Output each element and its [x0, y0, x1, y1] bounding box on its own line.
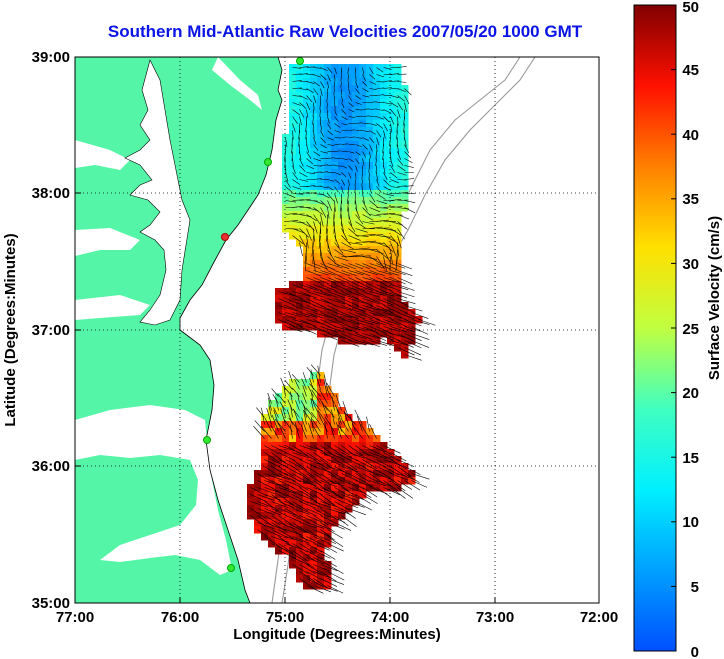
colorbar-tick-label: 10 [682, 514, 699, 531]
x-tick-label: 72:00 [580, 609, 618, 626]
x-tick-label: 77:00 [56, 609, 94, 626]
station-markers [203, 57, 304, 572]
pamlico-sound [75, 405, 232, 575]
y-tick-label: 35:00 [32, 595, 70, 612]
chart-title: Southern Mid-Atlantic Raw Velocities 200… [107, 22, 583, 41]
x-tick-label: 75:00 [266, 609, 304, 626]
y-tick-label: 36:00 [32, 458, 70, 475]
colorbar-tick-label: 30 [682, 256, 699, 273]
station-marker [296, 57, 304, 65]
x-axis-label: Longitude (Degrees:Minutes) [233, 626, 441, 643]
x-tick-label: 73:00 [476, 609, 514, 626]
station-marker [264, 158, 272, 166]
y-tick-label: 38:00 [32, 185, 70, 202]
colorbar-tick-label: 0 [691, 644, 699, 659]
colorbar-tick-label: 40 [682, 127, 699, 144]
colorbar [633, 4, 677, 652]
colorbar-tick-label: 20 [682, 385, 699, 402]
colorbar-tick-label: 50 [682, 0, 699, 16]
x-tick-label: 74:00 [371, 609, 409, 626]
station-marker [203, 436, 211, 444]
colorbar-tick-label: 45 [682, 62, 699, 79]
land-mass [75, 57, 282, 603]
colorbar-tick-label: 35 [682, 191, 699, 208]
station-marker [221, 233, 229, 241]
velocity-vectors [250, 66, 436, 594]
colorbar-tick-label: 15 [682, 450, 699, 467]
colorbar-tick-label: 25 [682, 321, 699, 338]
grid [75, 57, 599, 603]
y-axis-label: Latitude (Degrees:Minutes) [2, 233, 19, 426]
x-tick-label: 76:00 [161, 609, 199, 626]
colorbar-tick-label: 5 [691, 579, 699, 596]
station-marker [227, 564, 235, 572]
y-tick-label: 39:00 [32, 49, 70, 66]
chesapeake-bay [125, 60, 190, 325]
colorbar-label: Surface Velocity (cm/s) [706, 216, 723, 380]
y-tick-label: 37:00 [32, 322, 70, 339]
